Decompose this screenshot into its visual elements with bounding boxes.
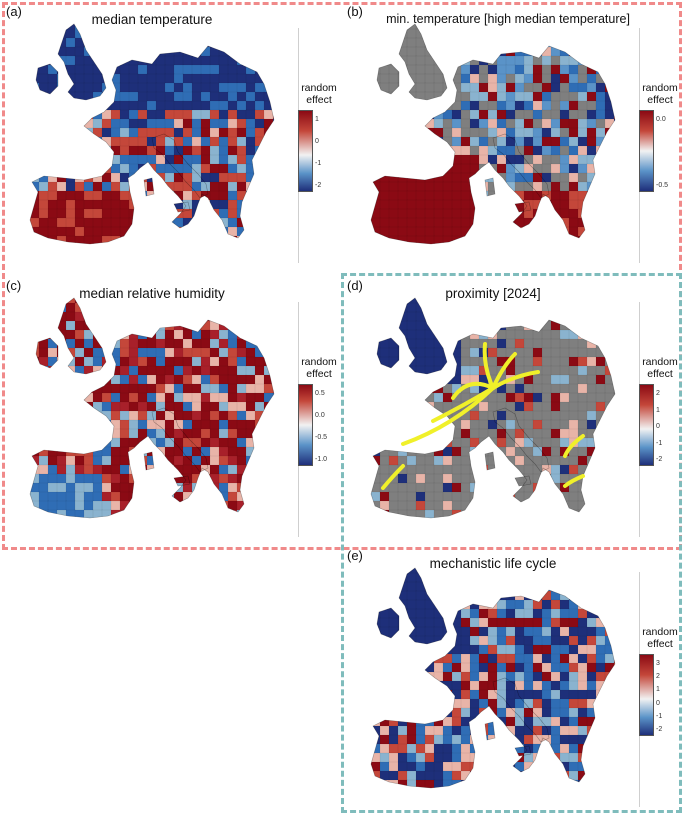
legend-title-line: effect [647, 638, 673, 650]
legend-tick-label: -2 [315, 182, 322, 189]
legend-tick-label: 2 [656, 673, 660, 681]
legend-title: random effect [289, 356, 349, 380]
legend-title-line: effect [306, 368, 332, 380]
legend-title: random effect [630, 356, 685, 380]
legend-title-line: random [642, 626, 678, 638]
legend-tick-label: 0 [656, 423, 660, 430]
legend-title-line: random [301, 356, 337, 368]
dispersal-arrow [401, 386, 495, 446]
legend-tick-label: 1 [656, 686, 660, 694]
legend-tick-label: 0.0 [656, 116, 666, 123]
legend-tick-label: -1 [656, 712, 663, 720]
panel-a: (a) median temperature random effect 1 0 -1 -2 [2, 2, 342, 272]
europe-map [370, 297, 616, 519]
legend-title: random effect [289, 82, 349, 106]
region-mosaic [30, 298, 274, 518]
europe-map [29, 23, 275, 245]
region-mosaic [371, 298, 615, 518]
europe-map [370, 567, 616, 789]
legend-colorbar [298, 110, 313, 192]
panel-letter: (a) [6, 4, 22, 19]
legend-tick-label: -0.5 [315, 434, 328, 441]
legend-title-line: random [642, 356, 678, 368]
legend-colorbar [639, 654, 654, 736]
dispersal-arrow [381, 464, 405, 490]
panel-title: min. temperature [high median temperatur… [386, 12, 630, 26]
legend-title: random effect [630, 82, 685, 106]
panel-letter: (c) [6, 278, 22, 293]
panel-letter: (d) [347, 278, 363, 293]
panel-letter: (e) [347, 548, 363, 563]
legend-title-line: random [301, 82, 337, 94]
legend-tick-label: 0.5 [315, 390, 325, 397]
panel-title: mechanistic life cycle [429, 556, 557, 571]
legend-tick-label: 0 [656, 699, 660, 707]
legend-tick-label: 0.0 [315, 412, 325, 419]
group-box-dispersal [341, 273, 682, 813]
dispersal-arrow [491, 370, 540, 390]
panel-b: (b) min. temperature [high median tempera… [343, 2, 683, 272]
dispersal-arrow [451, 381, 495, 400]
europe-map [29, 297, 275, 519]
legend-tick-label: 0 [315, 138, 319, 145]
legend-title: random effect [630, 626, 685, 650]
europe-map [370, 23, 616, 245]
panel-title: median relative humidity [79, 286, 225, 301]
legend-tick-label: -1 [315, 160, 322, 167]
region-mosaic [371, 24, 615, 244]
legend-tick-label: 1 [656, 406, 660, 414]
legend-colorbar [639, 384, 654, 466]
legend-tick-label: -0.5 [656, 182, 669, 189]
legend-title-line: effect [306, 94, 332, 106]
legend-tick-label: 1 [315, 116, 319, 123]
legend-tick-label: -2 [656, 726, 663, 733]
legend-tick-label: -1.0 [315, 456, 328, 463]
dispersal-arrow [563, 434, 585, 458]
legend-tick-label: -1 [656, 439, 663, 447]
legend-colorbar [639, 110, 654, 192]
panel-e: (e) mechanistic life cycle random effect 3 2 1… [343, 546, 683, 816]
panel-title: median temperature [91, 12, 213, 27]
legend-tick-label: 2 [656, 390, 660, 397]
legend-tick-label: 3 [656, 660, 660, 667]
legend-title-line: effect [647, 368, 673, 380]
legend-colorbar [298, 384, 313, 466]
panel-letter: (b) [347, 4, 363, 19]
legend-title-line: random [642, 82, 678, 94]
region-mosaic [371, 568, 615, 788]
dispersal-arrow [491, 352, 517, 390]
dispersal-arrow [563, 474, 585, 488]
region-mosaic [30, 24, 274, 244]
panel-c: (c) median relative humidity random effect 0… [2, 276, 342, 546]
panel-d: (d) proximity [2024] random effect 2 1 0 -1 -2 [343, 276, 683, 546]
panel-title: proximity [2024] [445, 286, 541, 301]
dispersal-arrow [482, 342, 495, 390]
legend-title-line: effect [647, 94, 673, 106]
legend-tick-label: -2 [656, 456, 663, 463]
